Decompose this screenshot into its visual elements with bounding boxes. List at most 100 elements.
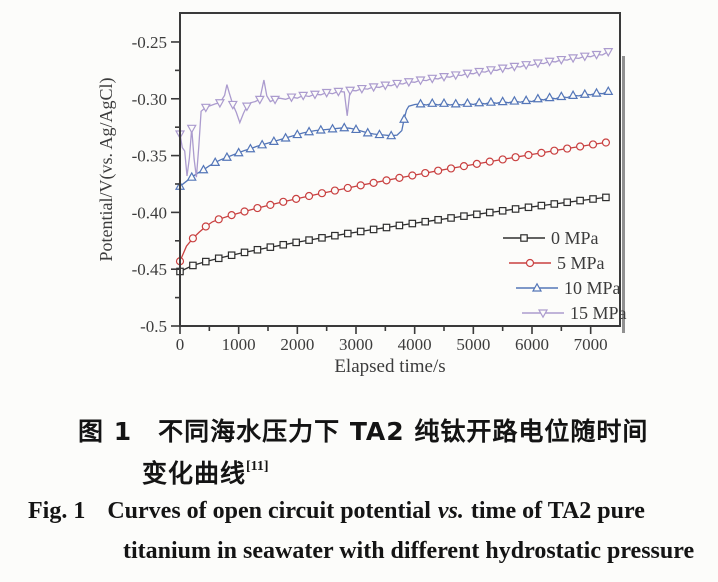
square-marker: [511, 205, 520, 213]
triangle-up-marker: [292, 129, 303, 139]
circle-marker: [317, 189, 327, 198]
circle-marker: [525, 258, 535, 268]
triangle-down-marker: [544, 57, 555, 67]
circle-marker: [459, 162, 469, 171]
triangle-up-marker: [579, 88, 590, 98]
triangle-down-marker: [380, 81, 391, 91]
square-marker: [550, 200, 559, 208]
legend-label: 0 MPa: [551, 228, 599, 248]
triangle-down-marker: [227, 100, 238, 110]
circle-marker: [446, 164, 456, 173]
y-axis-title: Potential/V(vs. Ag/AgCl): [96, 77, 117, 261]
triangle-up-marker: [245, 143, 256, 153]
triangle-down-marker: [186, 124, 197, 134]
circle-marker: [511, 153, 520, 162]
triangle-up-marker: [532, 93, 543, 103]
circle-marker: [266, 200, 275, 209]
triangle-up-marker: [544, 92, 555, 102]
circle-marker: [304, 191, 314, 201]
square-marker: [202, 257, 210, 266]
triangle-up-marker: [386, 130, 397, 140]
figure-number-en: Fig. 1: [28, 498, 86, 524]
square-marker: [537, 201, 546, 210]
square-marker: [434, 215, 442, 224]
triangle-down-marker: [309, 90, 320, 100]
circle-marker: [537, 148, 546, 157]
triangle-up-marker: [374, 129, 385, 139]
figure-number-cn: 图 1: [78, 417, 133, 446]
square-marker: [369, 225, 378, 234]
triangle-down-marker: [509, 62, 520, 72]
triangle-down-marker: [568, 54, 579, 64]
caption-english-text-post: time of TA2 pure: [470, 498, 645, 524]
chart-canvas: -0.25 -0.30 -0.35 -0.40 -0.45 -0.5 0 1000 2000 30…: [96, 12, 627, 377]
triangle-up-marker: [603, 85, 614, 95]
caption-chinese-text2: 变化曲线: [142, 459, 247, 488]
circle-marker: [588, 140, 598, 149]
triangle-up-marker: [280, 132, 291, 142]
circle-marker: [485, 157, 494, 166]
square-marker: [292, 238, 300, 247]
triangle-up-marker: [304, 126, 315, 136]
triangle-up-marker: [450, 98, 461, 108]
x-tick-label: 7000: [574, 335, 608, 354]
circle-marker: [369, 178, 378, 187]
series-15-mpa: [174, 48, 614, 178]
series-line: [179, 51, 609, 178]
citation-superscript: [11]: [246, 458, 269, 474]
circle-marker: [188, 234, 198, 243]
triangle-down-marker: [474, 67, 485, 77]
series-line: [179, 196, 606, 273]
triangle-up-marker: [339, 122, 350, 132]
x-axis-title: Elapsed time/s: [334, 356, 445, 377]
square-marker: [266, 243, 275, 251]
square-marker: [279, 240, 288, 249]
y-tick-label: -0.45: [132, 260, 167, 279]
triangle-down-marker: [392, 79, 403, 89]
triangle-down-marker: [214, 99, 225, 109]
potential-vs-time-chart: -0.25 -0.30 -0.35 -0.40 -0.45 -0.5 0 1000 2000 30…: [96, 12, 627, 377]
square-marker: [421, 217, 430, 226]
legend-label: 15 MPa: [570, 303, 627, 323]
triangle-down-marker: [321, 88, 332, 98]
y-tick-label: -0.35: [132, 147, 167, 166]
triangle-up-marker: [233, 147, 244, 157]
square-marker: [520, 234, 528, 242]
square-marker: [382, 223, 391, 232]
caption-chinese-text: 不同海水压力下 TA2 纯钛开路电位随时间: [158, 417, 649, 446]
square-marker: [485, 208, 494, 217]
legend: 0 MPa 5 MPa 10 MPa 15 MPa: [503, 228, 627, 323]
plot-frame: [179, 12, 621, 327]
circle-marker: [330, 186, 339, 195]
triangle-up-marker: [315, 124, 326, 134]
square-marker: [576, 196, 584, 205]
square-marker: [460, 212, 468, 220]
series-0-mpa: [176, 193, 610, 276]
series-10-mpa: [174, 85, 614, 190]
square-marker: [602, 193, 610, 202]
triangle-down-marker: [579, 52, 590, 62]
square-marker: [563, 198, 572, 207]
circle-marker: [472, 159, 481, 168]
triangle-up-marker: [521, 95, 532, 105]
x-tick-label: 4000: [398, 335, 432, 354]
square-marker: [524, 203, 533, 212]
triangle-down-marker: [368, 83, 379, 93]
triangle-down-marker: [254, 95, 265, 105]
square-marker: [589, 195, 597, 203]
circle-marker: [563, 144, 572, 153]
circle-marker: [382, 176, 391, 185]
square-marker: [189, 261, 197, 270]
circle-marker: [292, 194, 301, 203]
caption-chinese-line2: 变化曲线[11]: [142, 454, 269, 490]
triangle-down-marker: [603, 48, 614, 58]
triangle-up-marker: [509, 95, 520, 105]
square-marker: [331, 231, 339, 240]
y-tick-label: -0.25: [132, 33, 167, 52]
triangle-up-marker: [257, 139, 268, 149]
triangle-down-marker: [403, 78, 414, 88]
x-tick-label: 3000: [339, 335, 373, 354]
circle-marker: [601, 138, 611, 147]
triangle-down-marker: [591, 50, 602, 60]
